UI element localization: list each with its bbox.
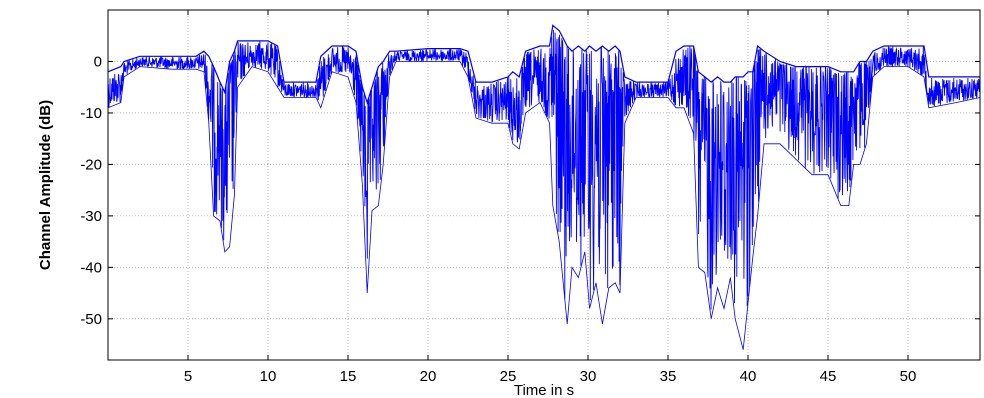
x-tick-label: 25 [500, 368, 517, 385]
y-axis-title: Channel Amplitude (dB) [37, 100, 54, 270]
x-tick-label: 35 [660, 368, 677, 385]
x-tick-label: 30 [580, 368, 597, 385]
amplitude-upper-envelope [107, 24, 980, 105]
y-tick-label: -40 [80, 259, 102, 276]
x-axis-title: Time in s [514, 382, 574, 398]
y-tick-label: -50 [80, 311, 102, 328]
amplitude-lower-envelope [107, 61, 981, 350]
axis-ticks: 5 10 15 20 25 30 35 40 45 50 0 -10 -20 -30 -40 -50 [80, 10, 980, 385]
x-tick-label: 15 [340, 368, 357, 385]
series-amplitude [107, 24, 981, 350]
x-tick-label: 10 [260, 368, 277, 385]
x-tick-label: 40 [740, 368, 757, 385]
y-tick-label: 0 [94, 53, 102, 70]
plot-frame [107, 9, 981, 361]
y-tick-label: -20 [80, 156, 102, 173]
x-tick-label: 5 [184, 368, 192, 385]
x-tick-label: 45 [820, 368, 837, 385]
x-tick-label: 20 [420, 368, 437, 385]
x-tick-label: 50 [900, 368, 917, 385]
amplitude-trace [107, 29, 981, 310]
y-tick-label: -30 [80, 208, 102, 225]
y-tick-label: -10 [80, 105, 102, 122]
